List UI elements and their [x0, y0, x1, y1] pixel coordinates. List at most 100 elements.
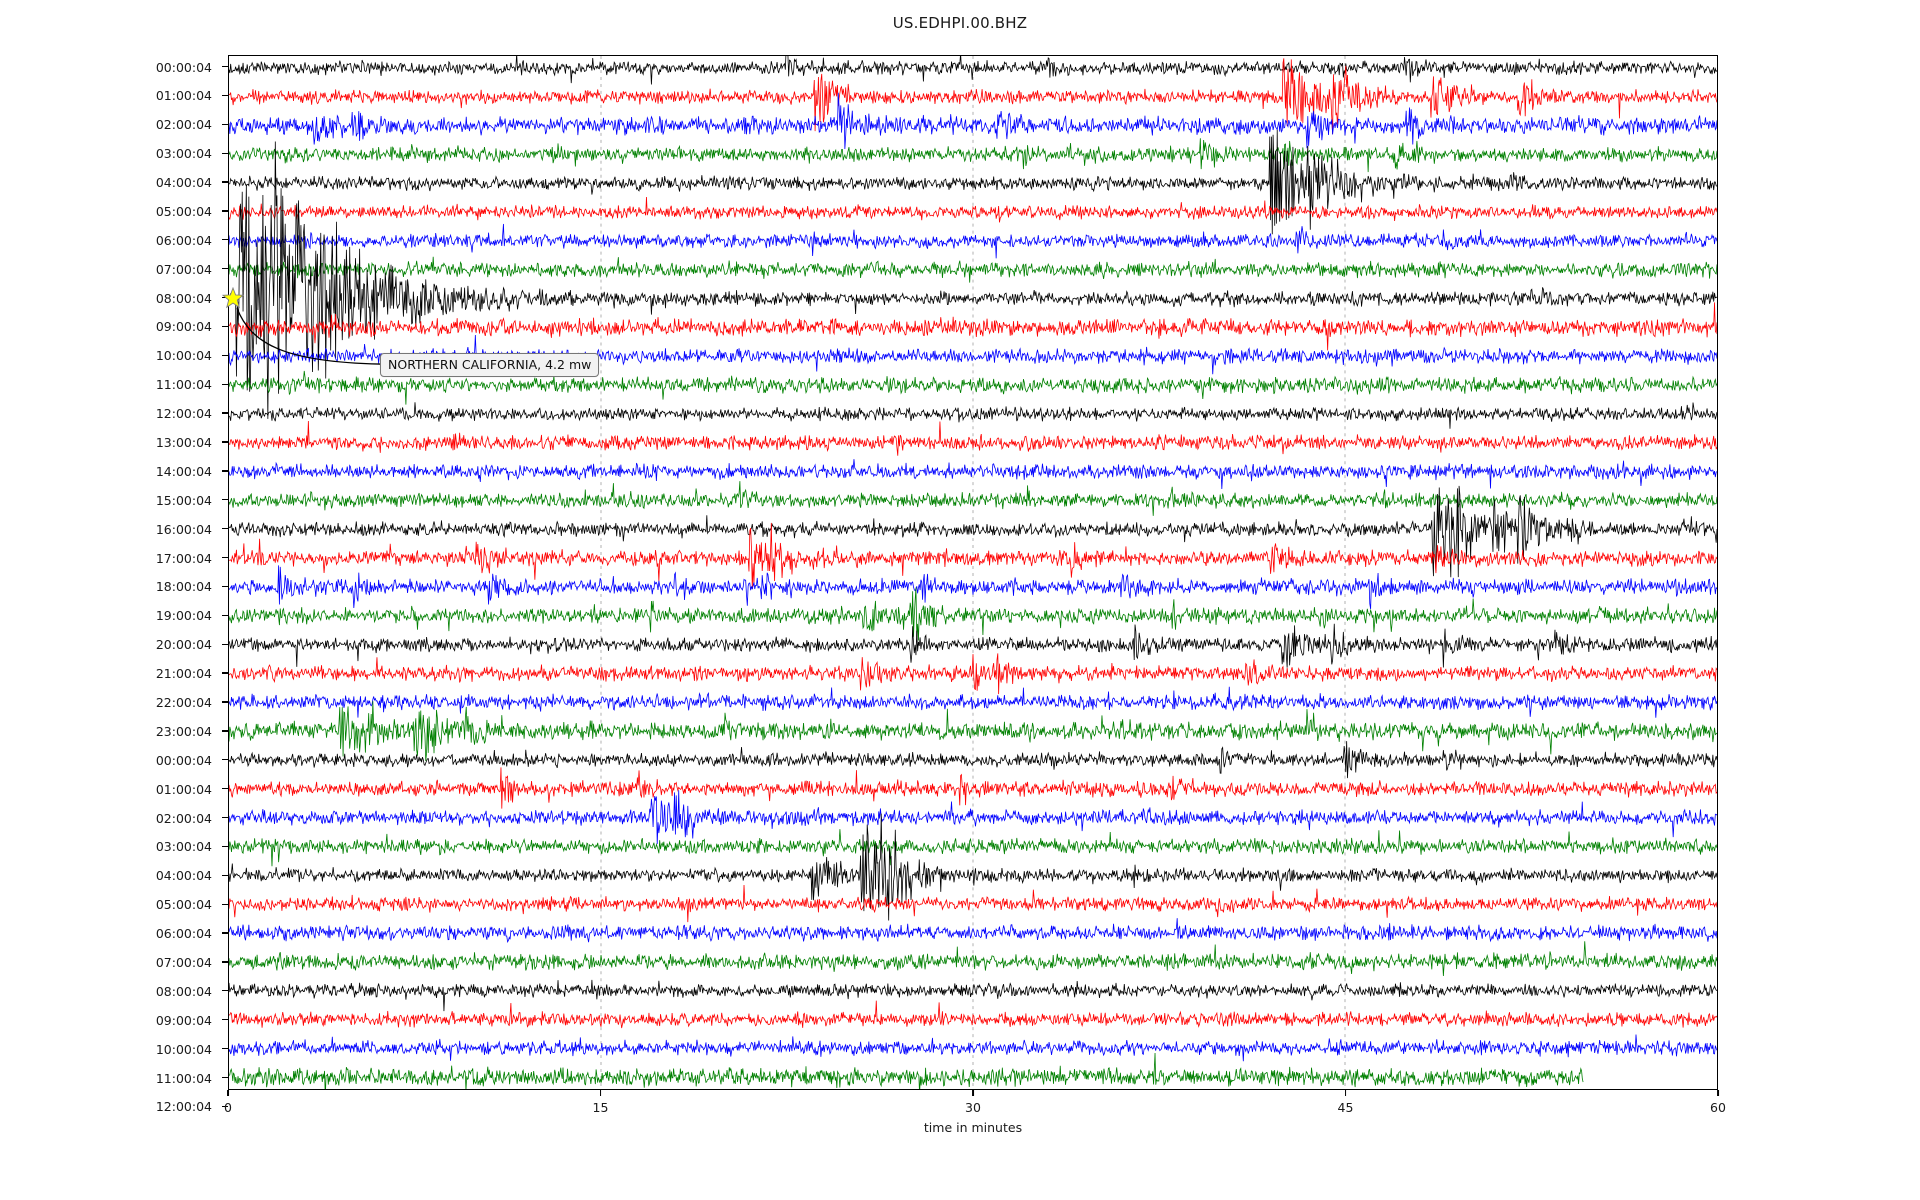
seismic-trace — [229, 421, 1717, 456]
y-axis-tick: 10:00:04 — [156, 1041, 228, 1057]
seismic-trace — [229, 1001, 1717, 1028]
x-axis-tick-mark — [1717, 1090, 1718, 1096]
y-axis-tick: 20:00:04 — [156, 637, 228, 653]
y-axis-tick-label: 19:00:04 — [156, 608, 222, 624]
y-axis-tick: 03:00:04 — [156, 146, 228, 162]
y-axis-tick-label: 06:00:04 — [156, 233, 222, 249]
x-axis-tick-mark — [972, 1090, 973, 1096]
y-axis-tick-label: 08:00:04 — [156, 291, 222, 307]
y-axis-tick: 02:00:04 — [156, 117, 228, 133]
y-axis-tick-label: 03:00:04 — [156, 839, 222, 855]
y-axis-tick: 09:00:04 — [156, 319, 228, 335]
y-axis-tick: 00:00:04 — [156, 59, 228, 75]
y-axis-tick-label: 09:00:04 — [156, 1013, 222, 1029]
y-axis-tick-label: 20:00:04 — [156, 637, 222, 653]
y-axis-tick-label: 11:00:04 — [156, 1071, 222, 1087]
y-axis-tick: 02:00:04 — [156, 810, 228, 826]
y-axis-tick-label: 11:00:04 — [156, 377, 222, 393]
y-axis-tick: 13:00:04 — [156, 435, 228, 451]
x-axis-tick: 15 — [593, 1090, 609, 1115]
y-axis-tick-label: 06:00:04 — [156, 926, 222, 942]
x-axis-tick: 45 — [1338, 1090, 1354, 1115]
y-axis-tick: 18:00:04 — [156, 579, 228, 595]
y-axis-tick: 12:00:04 — [156, 406, 228, 422]
y-axis-tick-label: 02:00:04 — [156, 117, 222, 133]
y-axis-tick-label: 07:00:04 — [156, 955, 222, 971]
seismic-trace — [229, 56, 1717, 84]
y-axis-tick: 16:00:04 — [156, 521, 228, 537]
x-axis-tick-mark — [1345, 1090, 1346, 1096]
y-axis-tick-label: 10:00:04 — [156, 348, 222, 364]
y-axis-tick: 14:00:04 — [156, 463, 228, 479]
y-axis-tick: 15:00:04 — [156, 492, 228, 508]
y-axis-tick-label: 15:00:04 — [156, 493, 222, 509]
y-axis-tick: 07:00:04 — [156, 954, 228, 970]
y-axis-tick: 12:00:04 — [156, 1099, 228, 1115]
y-axis-tick-label: 03:00:04 — [156, 146, 222, 162]
seismic-trace — [229, 701, 1717, 761]
x-axis-tick-mark — [227, 1090, 228, 1096]
x-axis-tick-label: 0 — [224, 1100, 232, 1115]
y-axis-tick-label: 04:00:04 — [156, 175, 222, 191]
x-axis-tick-label: 15 — [593, 1100, 609, 1115]
y-axis-tick: 10:00:04 — [156, 348, 228, 364]
x-axis-tick-label: 45 — [1338, 1100, 1354, 1115]
seismic-trace — [229, 335, 1717, 375]
y-axis-tick: 23:00:04 — [156, 723, 228, 739]
y-axis-tick-label: 23:00:04 — [156, 724, 222, 740]
x-axis-tick-label: 30 — [965, 1100, 981, 1115]
y-axis-tick-label: 02:00:04 — [156, 811, 222, 827]
y-axis-tick: 03:00:04 — [156, 839, 228, 855]
y-axis-tick: 00:00:04 — [156, 752, 228, 768]
y-axis-tick-label: 16:00:04 — [156, 522, 222, 538]
y-axis-tick: 01:00:04 — [156, 88, 228, 104]
y-axis-tick: 09:00:04 — [156, 1012, 228, 1028]
y-axis-tick: 05:00:04 — [156, 203, 228, 219]
helicorder-plot-area — [228, 55, 1718, 1090]
y-axis-tick: 08:00:04 — [156, 983, 228, 999]
y-axis-tick-label: 12:00:04 — [156, 406, 222, 422]
y-axis-tick: 19:00:04 — [156, 608, 228, 624]
y-axis-tick-label: 05:00:04 — [156, 204, 222, 220]
seismic-trace — [229, 1053, 1583, 1089]
y-axis-tick-label: 21:00:04 — [156, 666, 222, 682]
y-axis-tick: 04:00:04 — [156, 175, 228, 191]
y-axis-tick-label: 08:00:04 — [156, 984, 222, 1000]
seismic-trace — [229, 741, 1717, 778]
seismogram-figure: US.EDHPI.00.BHZ 00:00:04 01:00:04 02:00:04… — [0, 0, 1920, 1200]
y-axis-tick: 01:00:04 — [156, 781, 228, 797]
y-axis-tick-label: 01:00:04 — [156, 782, 222, 798]
y-axis-tick-label: 13:00:04 — [156, 435, 222, 451]
y-axis-tick: 22:00:04 — [156, 694, 228, 710]
y-axis-tick-label: 22:00:04 — [156, 695, 222, 711]
y-axis-tick-label: 09:00:04 — [156, 319, 222, 335]
y-axis-tick-label: 01:00:04 — [156, 88, 222, 104]
y-axis-tick: 11:00:04 — [156, 377, 228, 393]
y-axis-tick-label: 18:00:04 — [156, 579, 222, 595]
y-axis-tick-label: 14:00:04 — [156, 464, 222, 480]
x-axis-tick: 30 — [965, 1090, 981, 1115]
y-axis-tick-label: 12:00:04 — [156, 1099, 222, 1115]
y-axis-tick-label: 04:00:04 — [156, 868, 222, 884]
y-axis-tick: 05:00:04 — [156, 897, 228, 913]
page-title: US.EDHPI.00.BHZ — [0, 14, 1920, 32]
y-axis-tick-label: 05:00:04 — [156, 897, 222, 913]
seismic-traces — [229, 56, 1717, 1089]
y-axis-hour-labels: 00:00:04 01:00:04 02:00:04 03:00:04 04:00:04… — [0, 55, 228, 1090]
y-axis-tick: 07:00:04 — [156, 261, 228, 277]
seismic-trace — [229, 138, 1717, 172]
x-axis-title: time in minutes — [228, 1120, 1718, 1135]
y-axis-tick: 21:00:04 — [156, 666, 228, 682]
x-axis-tick-mark — [600, 1090, 601, 1096]
y-axis-tick: 06:00:04 — [156, 232, 228, 248]
y-axis-tick: 17:00:04 — [156, 550, 228, 566]
y-axis-tick-label: 17:00:04 — [156, 551, 222, 567]
y-axis-tick-label: 00:00:04 — [156, 753, 222, 769]
y-axis-tick-label: 10:00:04 — [156, 1042, 222, 1058]
x-axis-tick-label: 60 — [1710, 1100, 1726, 1115]
y-axis-tick: 11:00:04 — [156, 1070, 228, 1086]
x-axis-tick: 0 — [224, 1090, 232, 1115]
y-axis-tick-label: 00:00:04 — [156, 60, 222, 76]
y-axis-tick: 08:00:04 — [156, 290, 228, 306]
y-axis-tick: 04:00:04 — [156, 868, 228, 884]
